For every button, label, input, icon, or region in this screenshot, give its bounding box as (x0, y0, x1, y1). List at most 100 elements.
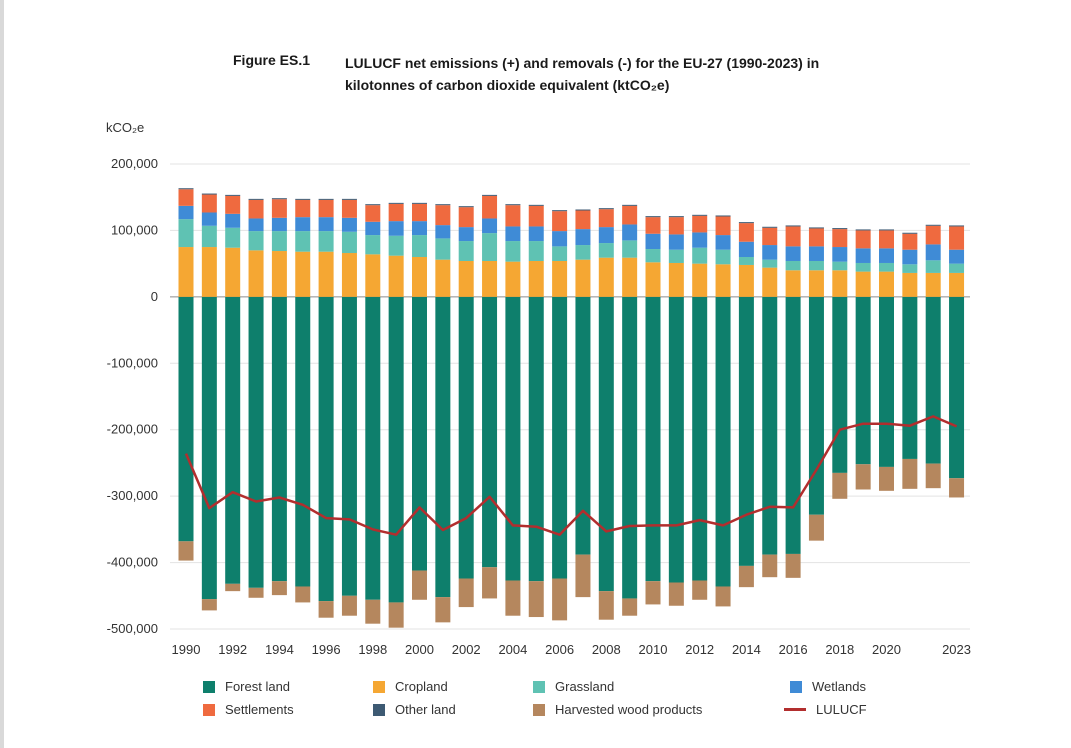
bar-wetlands-2019 (855, 248, 871, 263)
bar-grassland-1992 (225, 227, 241, 248)
bar-harvested-wood-products-1999 (388, 602, 404, 628)
bar-other-land-2011 (668, 216, 684, 218)
bar-other-land-2022 (925, 224, 941, 226)
bar-cropland-2009 (622, 257, 638, 297)
x-tick-label: 2000 (405, 642, 434, 657)
bar-forest-land-2021 (902, 296, 918, 459)
bar-other-land-2020 (879, 229, 894, 231)
bar-wetlands-1998 (365, 221, 381, 236)
bar-cropland-2006 (552, 260, 568, 297)
bar-forest-land-1998 (365, 296, 381, 600)
x-tick-label: 2002 (452, 642, 481, 657)
bar-forest-land-2018 (832, 296, 848, 473)
bar-grassland-2002 (458, 241, 474, 261)
bar-settlements-2021 (902, 233, 918, 250)
bar-wetlands-1997 (341, 217, 357, 232)
bar-forest-land-2016 (785, 296, 801, 554)
x-tick-label: 1990 (172, 642, 201, 657)
bar-grassland-2009 (622, 240, 638, 258)
bar-settlements-2015 (762, 227, 778, 246)
bar-other-land-1998 (365, 204, 381, 206)
bar-settlements-1991 (201, 194, 217, 213)
bar-cropland-2013 (715, 264, 731, 297)
bar-forest-land-1999 (388, 296, 404, 603)
bar-settlements-2005 (528, 205, 544, 227)
bar-grassland-2005 (528, 241, 544, 261)
x-tick-label: 2023 (942, 642, 971, 657)
x-tick-label: 1998 (358, 642, 387, 657)
x-tick-label: 2004 (498, 642, 527, 657)
bar-cropland-2021 (902, 272, 918, 297)
bar-cropland-2014 (738, 264, 754, 297)
bar-forest-land-2013 (715, 296, 731, 587)
bar-harvested-wood-products-2006 (552, 578, 568, 621)
bar-other-land-1997 (341, 198, 357, 200)
bar-other-land-2007 (575, 209, 591, 211)
bar-wetlands-2013 (715, 235, 731, 250)
bar-harvested-wood-products-1993 (248, 587, 264, 598)
bar-settlements-2003 (482, 195, 498, 219)
bar-forest-land-2008 (598, 296, 614, 592)
bar-grassland-2016 (785, 260, 801, 271)
x-tick-label: 2014 (732, 642, 761, 657)
bar-settlements-2004 (505, 205, 521, 227)
bar-wetlands-2004 (505, 226, 521, 242)
bar-other-land-1999 (388, 202, 404, 204)
bar-other-land-2009 (622, 204, 638, 206)
bar-other-land-2017 (808, 227, 824, 229)
bar-cropland-1996 (318, 251, 334, 297)
bar-harvested-wood-products-2010 (645, 581, 661, 605)
bar-grassland-2014 (738, 257, 754, 265)
bar-cropland-2003 (482, 260, 498, 297)
bar-other-land-2019 (855, 229, 871, 231)
bar-cropland-2010 (645, 262, 661, 297)
bar-cropland-2020 (879, 271, 894, 297)
y-tick-label: -100,000 (107, 355, 158, 370)
bar-harvested-wood-products-2013 (715, 586, 731, 607)
y-tick-label: -300,000 (107, 488, 158, 503)
bar-grassland-2006 (552, 246, 568, 261)
bar-forest-land-2023 (949, 296, 965, 479)
bar-cropland-1998 (365, 254, 381, 297)
bar-forest-land-1992 (225, 296, 241, 584)
bar-harvested-wood-products-2015 (762, 554, 778, 578)
bar-wetlands-1991 (201, 212, 217, 226)
figure-title-line-1: LULUCF net emissions (+) and removals (-… (345, 55, 820, 71)
y-tick-label: -400,000 (107, 555, 158, 570)
bar-wetlands-2003 (482, 218, 498, 234)
y-tick-label: 200,000 (111, 156, 158, 171)
bar-cropland-2017 (808, 270, 824, 297)
bar-settlements-2013 (715, 216, 731, 236)
bar-grassland-2001 (435, 238, 451, 260)
figure-label: Figure ES.1 (233, 52, 311, 68)
bar-harvested-wood-products-2001 (435, 597, 451, 623)
bar-wetlands-2023 (949, 249, 965, 264)
bar-settlements-2018 (832, 229, 848, 248)
bar-forest-land-2005 (528, 296, 544, 582)
bar-wetlands-2018 (832, 247, 848, 262)
bar-harvested-wood-products-2019 (855, 464, 871, 490)
bar-harvested-wood-products-2011 (668, 582, 684, 606)
bar-other-land-2021 (902, 232, 918, 234)
bar-settlements-2019 (855, 230, 871, 249)
bar-settlements-2002 (458, 207, 474, 228)
x-tick-label: 2006 (545, 642, 574, 657)
bar-settlements-1999 (388, 203, 404, 222)
bar-wetlands-2006 (552, 231, 568, 247)
bar-wetlands-1990 (178, 205, 194, 220)
bar-harvested-wood-products-1992 (225, 583, 241, 592)
bar-wetlands-2010 (645, 233, 661, 250)
bar-harvested-wood-products-2009 (622, 598, 638, 616)
bar-wetlands-2007 (575, 229, 591, 246)
bar-settlements-1997 (341, 199, 357, 218)
bar-wetlands-2009 (622, 224, 638, 241)
bar-settlements-1992 (225, 195, 241, 214)
bar-wetlands-2020 (879, 248, 894, 263)
bar-grassland-1996 (318, 231, 334, 252)
bar-grassland-2012 (692, 247, 708, 264)
bar-harvested-wood-products-2000 (412, 570, 427, 600)
bar-wetlands-2011 (668, 234, 684, 250)
bar-cropland-1992 (225, 247, 241, 297)
bar-forest-land-2003 (482, 296, 498, 568)
